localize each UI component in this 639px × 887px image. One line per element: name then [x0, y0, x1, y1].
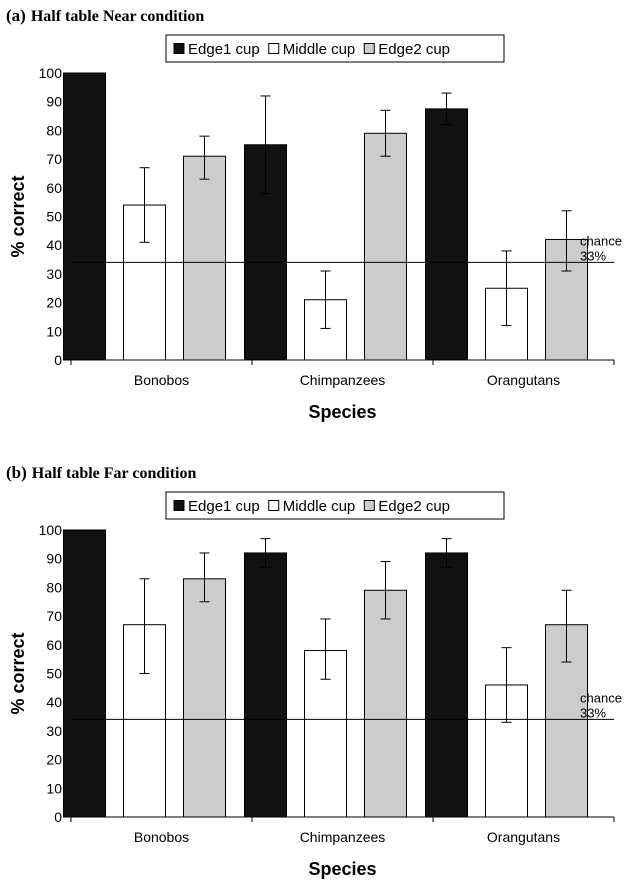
y-tick-label: 60 — [46, 637, 62, 653]
y-tick-label: 90 — [46, 94, 62, 110]
legend-swatch — [268, 500, 280, 511]
panel-title-b: (b) Half table Far condition — [6, 463, 196, 483]
chance-value: 33% — [580, 248, 606, 263]
y-axis-title: % correct — [8, 632, 28, 714]
x-axis-title: Species — [308, 859, 376, 879]
legend-swatch — [173, 43, 185, 54]
panel-title-a: (a) Half table Near condition — [6, 6, 204, 26]
y-tick-label: 30 — [46, 723, 62, 739]
chart-title-b: Half table Far condition — [31, 465, 197, 482]
y-tick-label: 50 — [46, 209, 62, 225]
legend-label: Edge2 cup — [378, 498, 450, 515]
bar — [63, 529, 106, 818]
y-tick-label: 80 — [46, 122, 62, 138]
bar — [63, 72, 106, 361]
panel-label-b: (b) — [6, 463, 27, 482]
chance-label: chance — [580, 233, 622, 248]
bar — [364, 132, 407, 361]
y-tick-label: 50 — [46, 666, 62, 682]
y-tick-label: 70 — [46, 151, 62, 167]
legend-swatch — [173, 500, 185, 511]
y-tick-label: 100 — [39, 522, 63, 538]
legend-label: Edge2 cup — [378, 41, 450, 58]
y-tick-label: 40 — [46, 694, 62, 710]
bar-chart-b: Edge1 cup Middle cup Edge2 cup 0 10 20 30 40 50 6… — [8, 491, 622, 879]
x-tick-label: Orangutans — [487, 829, 560, 845]
legend-label: Edge1 cup — [188, 498, 260, 515]
bar — [244, 144, 287, 361]
legend-label: Edge1 cup — [188, 41, 260, 58]
chart-panel-b: (b) Half table Far condition Edge1 cup Mid… — [0, 457, 639, 887]
y-tick-label: 60 — [46, 180, 62, 196]
chance-value: 33% — [580, 705, 606, 720]
x-tick-label: Chimpanzees — [300, 829, 386, 845]
y-tick-label: 0 — [54, 352, 62, 368]
y-tick-label: 20 — [46, 752, 62, 768]
y-axis-title: % correct — [8, 175, 28, 257]
y-tick-label: 40 — [46, 237, 62, 253]
chart-panel-a: (a) Half table Near condition Edge1 cup Mi… — [0, 0, 639, 430]
y-tick-label: 70 — [46, 608, 62, 624]
panel-label-a: (a) — [6, 6, 26, 25]
legend-label: Middle cup — [283, 498, 356, 515]
y-tick-label: 20 — [46, 295, 62, 311]
bar — [244, 552, 287, 818]
bar — [183, 578, 226, 818]
y-tick-label: 0 — [54, 809, 62, 825]
bar — [364, 589, 407, 818]
legend-swatch — [363, 43, 375, 54]
x-tick-label: Orangutans — [487, 372, 560, 388]
x-tick-label: Bonobos — [134, 829, 189, 845]
legend-box — [165, 491, 505, 520]
y-tick-label: 90 — [46, 551, 62, 567]
x-tick-label: Bonobos — [134, 372, 189, 388]
bar-chart-a: Edge1 cup Middle cup Edge2 cup 0 10 20 30 40 50 6… — [8, 34, 622, 422]
y-tick-label: 10 — [46, 323, 62, 339]
y-tick-label: 30 — [46, 266, 62, 282]
legend-box — [165, 34, 505, 63]
bar — [425, 552, 468, 818]
chart-title-a: Half table Near condition — [30, 8, 205, 25]
chance-label: chance — [580, 690, 622, 705]
legend-label: Middle cup — [283, 41, 356, 58]
legend-swatch — [363, 500, 375, 511]
y-tick-label: 80 — [46, 579, 62, 595]
legend-swatch — [268, 43, 280, 54]
x-axis-title: Species — [308, 402, 376, 422]
y-tick-label: 100 — [39, 65, 63, 81]
y-tick-label: 10 — [46, 780, 62, 796]
bar — [183, 155, 226, 361]
x-tick-label: Chimpanzees — [300, 372, 386, 388]
bar — [425, 108, 468, 361]
